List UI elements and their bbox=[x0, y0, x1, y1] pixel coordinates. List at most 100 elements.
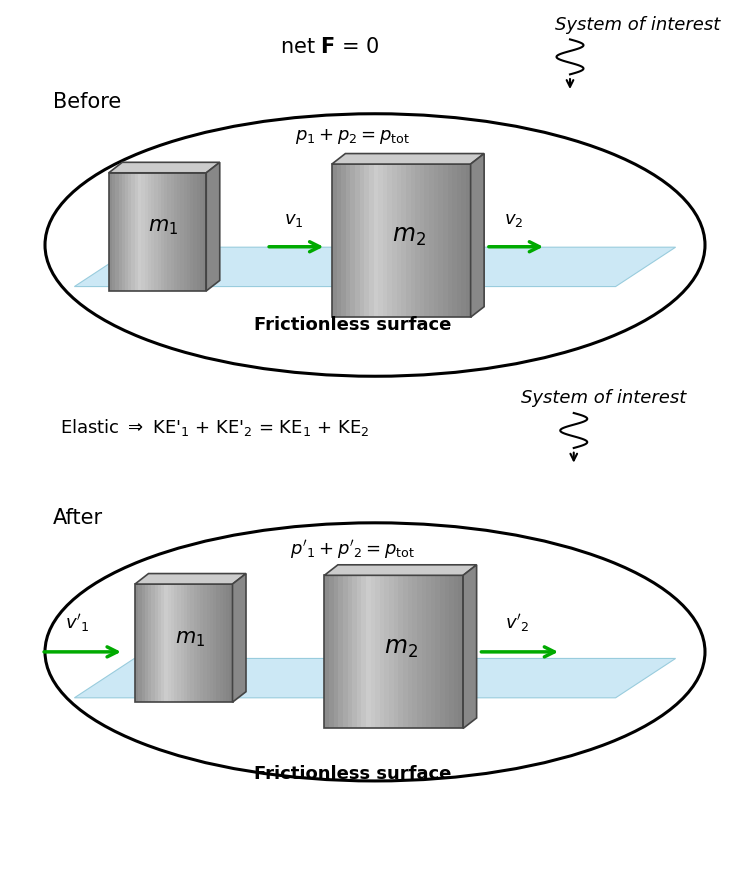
Polygon shape bbox=[350, 164, 355, 317]
Polygon shape bbox=[184, 172, 187, 290]
Text: net $\mathbf{F}$ = 0: net $\mathbf{F}$ = 0 bbox=[280, 37, 380, 57]
Text: Elastic $\Rightarrow$ KE$'_1$ + KE$'_2$ = KE$_1$ + KE$_2$: Elastic $\Rightarrow$ KE$'_1$ + KE$'_2$ … bbox=[60, 416, 370, 438]
Polygon shape bbox=[458, 576, 463, 728]
Text: $m_1$: $m_1$ bbox=[148, 218, 178, 237]
Polygon shape bbox=[424, 164, 429, 317]
Polygon shape bbox=[366, 576, 370, 728]
Polygon shape bbox=[158, 172, 160, 290]
Polygon shape bbox=[148, 172, 151, 290]
Polygon shape bbox=[167, 584, 171, 702]
Polygon shape bbox=[416, 164, 420, 317]
Polygon shape bbox=[125, 172, 128, 290]
Polygon shape bbox=[422, 576, 426, 728]
Polygon shape bbox=[324, 576, 329, 728]
Polygon shape bbox=[471, 154, 484, 317]
Polygon shape bbox=[196, 584, 200, 702]
Polygon shape bbox=[135, 574, 246, 584]
Polygon shape bbox=[223, 584, 226, 702]
Polygon shape bbox=[406, 164, 410, 317]
Text: System of interest: System of interest bbox=[555, 16, 720, 34]
Polygon shape bbox=[118, 172, 122, 290]
Polygon shape bbox=[164, 172, 167, 290]
Text: After: After bbox=[53, 507, 103, 528]
Polygon shape bbox=[200, 584, 203, 702]
Polygon shape bbox=[154, 172, 158, 290]
Polygon shape bbox=[164, 584, 167, 702]
Polygon shape bbox=[429, 164, 433, 317]
Polygon shape bbox=[210, 584, 213, 702]
Polygon shape bbox=[206, 162, 220, 290]
Polygon shape bbox=[116, 172, 118, 290]
Polygon shape bbox=[329, 576, 334, 728]
Polygon shape bbox=[174, 584, 177, 702]
Polygon shape bbox=[203, 584, 206, 702]
Polygon shape bbox=[232, 574, 246, 702]
Polygon shape bbox=[145, 584, 148, 702]
Polygon shape bbox=[364, 164, 369, 317]
Polygon shape bbox=[448, 164, 452, 317]
Polygon shape bbox=[346, 164, 350, 317]
Polygon shape bbox=[433, 164, 438, 317]
Polygon shape bbox=[174, 172, 177, 290]
Polygon shape bbox=[370, 576, 375, 728]
Polygon shape bbox=[148, 584, 152, 702]
Polygon shape bbox=[213, 584, 216, 702]
Polygon shape bbox=[171, 584, 174, 702]
Polygon shape bbox=[138, 172, 141, 290]
Polygon shape bbox=[194, 172, 196, 290]
Text: Frictionless surface: Frictionless surface bbox=[254, 766, 452, 783]
Polygon shape bbox=[152, 584, 154, 702]
Polygon shape bbox=[362, 576, 366, 728]
Polygon shape bbox=[375, 576, 380, 728]
Polygon shape bbox=[128, 172, 131, 290]
Polygon shape bbox=[430, 576, 435, 728]
Polygon shape bbox=[408, 576, 413, 728]
Polygon shape bbox=[445, 576, 449, 728]
Polygon shape bbox=[440, 576, 445, 728]
Polygon shape bbox=[454, 576, 458, 728]
Polygon shape bbox=[160, 172, 164, 290]
Polygon shape bbox=[438, 164, 442, 317]
Polygon shape bbox=[394, 576, 398, 728]
Polygon shape bbox=[177, 584, 181, 702]
Polygon shape bbox=[374, 164, 378, 317]
Polygon shape bbox=[417, 576, 422, 728]
Polygon shape bbox=[187, 172, 190, 290]
Polygon shape bbox=[360, 164, 364, 317]
Polygon shape bbox=[216, 584, 220, 702]
Polygon shape bbox=[332, 154, 484, 164]
Text: $v'_2$: $v'_2$ bbox=[506, 612, 530, 634]
Text: $p'_1 + p'_2 = p_\mathrm{tot}$: $p'_1 + p'_2 = p_\mathrm{tot}$ bbox=[290, 538, 415, 561]
Polygon shape bbox=[206, 584, 210, 702]
Polygon shape bbox=[410, 164, 416, 317]
Polygon shape bbox=[145, 172, 148, 290]
Polygon shape bbox=[151, 172, 154, 290]
Polygon shape bbox=[466, 164, 471, 317]
Polygon shape bbox=[398, 576, 403, 728]
Text: $m_2$: $m_2$ bbox=[392, 224, 426, 248]
Polygon shape bbox=[131, 172, 135, 290]
Polygon shape bbox=[180, 172, 184, 290]
Polygon shape bbox=[403, 576, 408, 728]
Polygon shape bbox=[380, 576, 385, 728]
Text: $v'_1$: $v'_1$ bbox=[65, 612, 89, 634]
Polygon shape bbox=[200, 172, 203, 290]
Polygon shape bbox=[161, 584, 164, 702]
Polygon shape bbox=[203, 172, 206, 290]
Polygon shape bbox=[397, 164, 401, 317]
Polygon shape bbox=[194, 584, 196, 702]
Text: $m_2$: $m_2$ bbox=[384, 635, 418, 660]
Polygon shape bbox=[230, 584, 232, 702]
Polygon shape bbox=[378, 164, 382, 317]
Polygon shape bbox=[190, 584, 194, 702]
Polygon shape bbox=[74, 248, 676, 286]
Polygon shape bbox=[190, 172, 194, 290]
Polygon shape bbox=[420, 164, 424, 317]
Polygon shape bbox=[167, 172, 170, 290]
Polygon shape bbox=[196, 172, 200, 290]
Polygon shape bbox=[177, 172, 180, 290]
Text: $v_1$: $v_1$ bbox=[284, 211, 304, 229]
Polygon shape bbox=[142, 584, 145, 702]
Polygon shape bbox=[352, 576, 357, 728]
Polygon shape bbox=[401, 164, 406, 317]
